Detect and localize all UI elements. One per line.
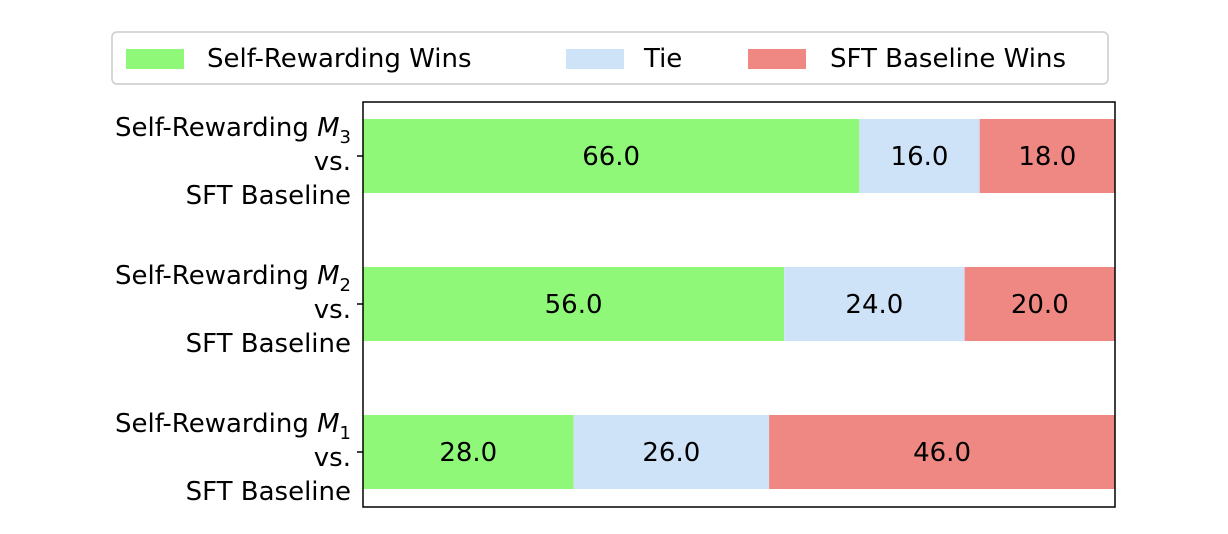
y-tick-label-line3: SFT Baseline — [186, 181, 351, 211]
bar-value-label: 18.0 — [1018, 142, 1076, 172]
bar-value-label: 16.0 — [891, 142, 949, 172]
bar-value-label: 46.0 — [913, 438, 971, 468]
y-tick-label-line1: Self-Rewarding M2 — [115, 261, 351, 296]
bar-value-label: 24.0 — [845, 290, 903, 320]
y-tick-label-line1: Self-Rewarding M1 — [115, 409, 351, 444]
bar-value-label: 66.0 — [582, 142, 640, 172]
bar-tie-row-2 — [784, 267, 965, 341]
y-tick-label-line3: SFT Baseline — [186, 329, 351, 359]
legend-swatch — [126, 49, 184, 69]
bar-value-label: 26.0 — [642, 438, 700, 468]
y-tick-label-line2: vs. — [314, 147, 351, 177]
legend-label: Self-Rewarding Wins — [207, 44, 472, 74]
legend: Self-Rewarding Wins Tie SFT Baseline Wins — [111, 31, 1109, 85]
bar-tie-row-1 — [859, 119, 980, 193]
y-tick-label-line2: vs. — [314, 295, 351, 325]
bar-self-rewarding-wins-row-1 — [363, 119, 860, 193]
bar-value-label: 56.0 — [545, 290, 603, 320]
y-tick-label-line1: Self-Rewarding M3 — [115, 113, 351, 148]
bar-self-rewarding-wins-row-3 — [363, 415, 574, 489]
bar-value-label: 20.0 — [1011, 290, 1069, 320]
bar-tie-row-3 — [573, 415, 770, 489]
y-tick-label-line2: vs. — [314, 443, 351, 473]
legend-label: Tie — [643, 44, 682, 74]
bar-self-rewarding-wins-row-2 — [363, 267, 785, 341]
bar-sft-baseline-wins-row-3 — [769, 415, 1115, 489]
legend-swatch — [748, 49, 806, 69]
y-tick-label-line3: SFT Baseline — [186, 477, 351, 507]
bars: 66.0 16.0 18.0 56.0 24.0 20.0 28.0 26.0 46.0 — [363, 119, 1115, 489]
legend-label: SFT Baseline Wins — [830, 44, 1066, 74]
bar-value-label: 28.0 — [439, 438, 497, 468]
legend-swatch — [566, 49, 624, 69]
bar-sft-baseline-wins-row-1 — [979, 119, 1115, 193]
bar-sft-baseline-wins-row-2 — [964, 267, 1115, 341]
